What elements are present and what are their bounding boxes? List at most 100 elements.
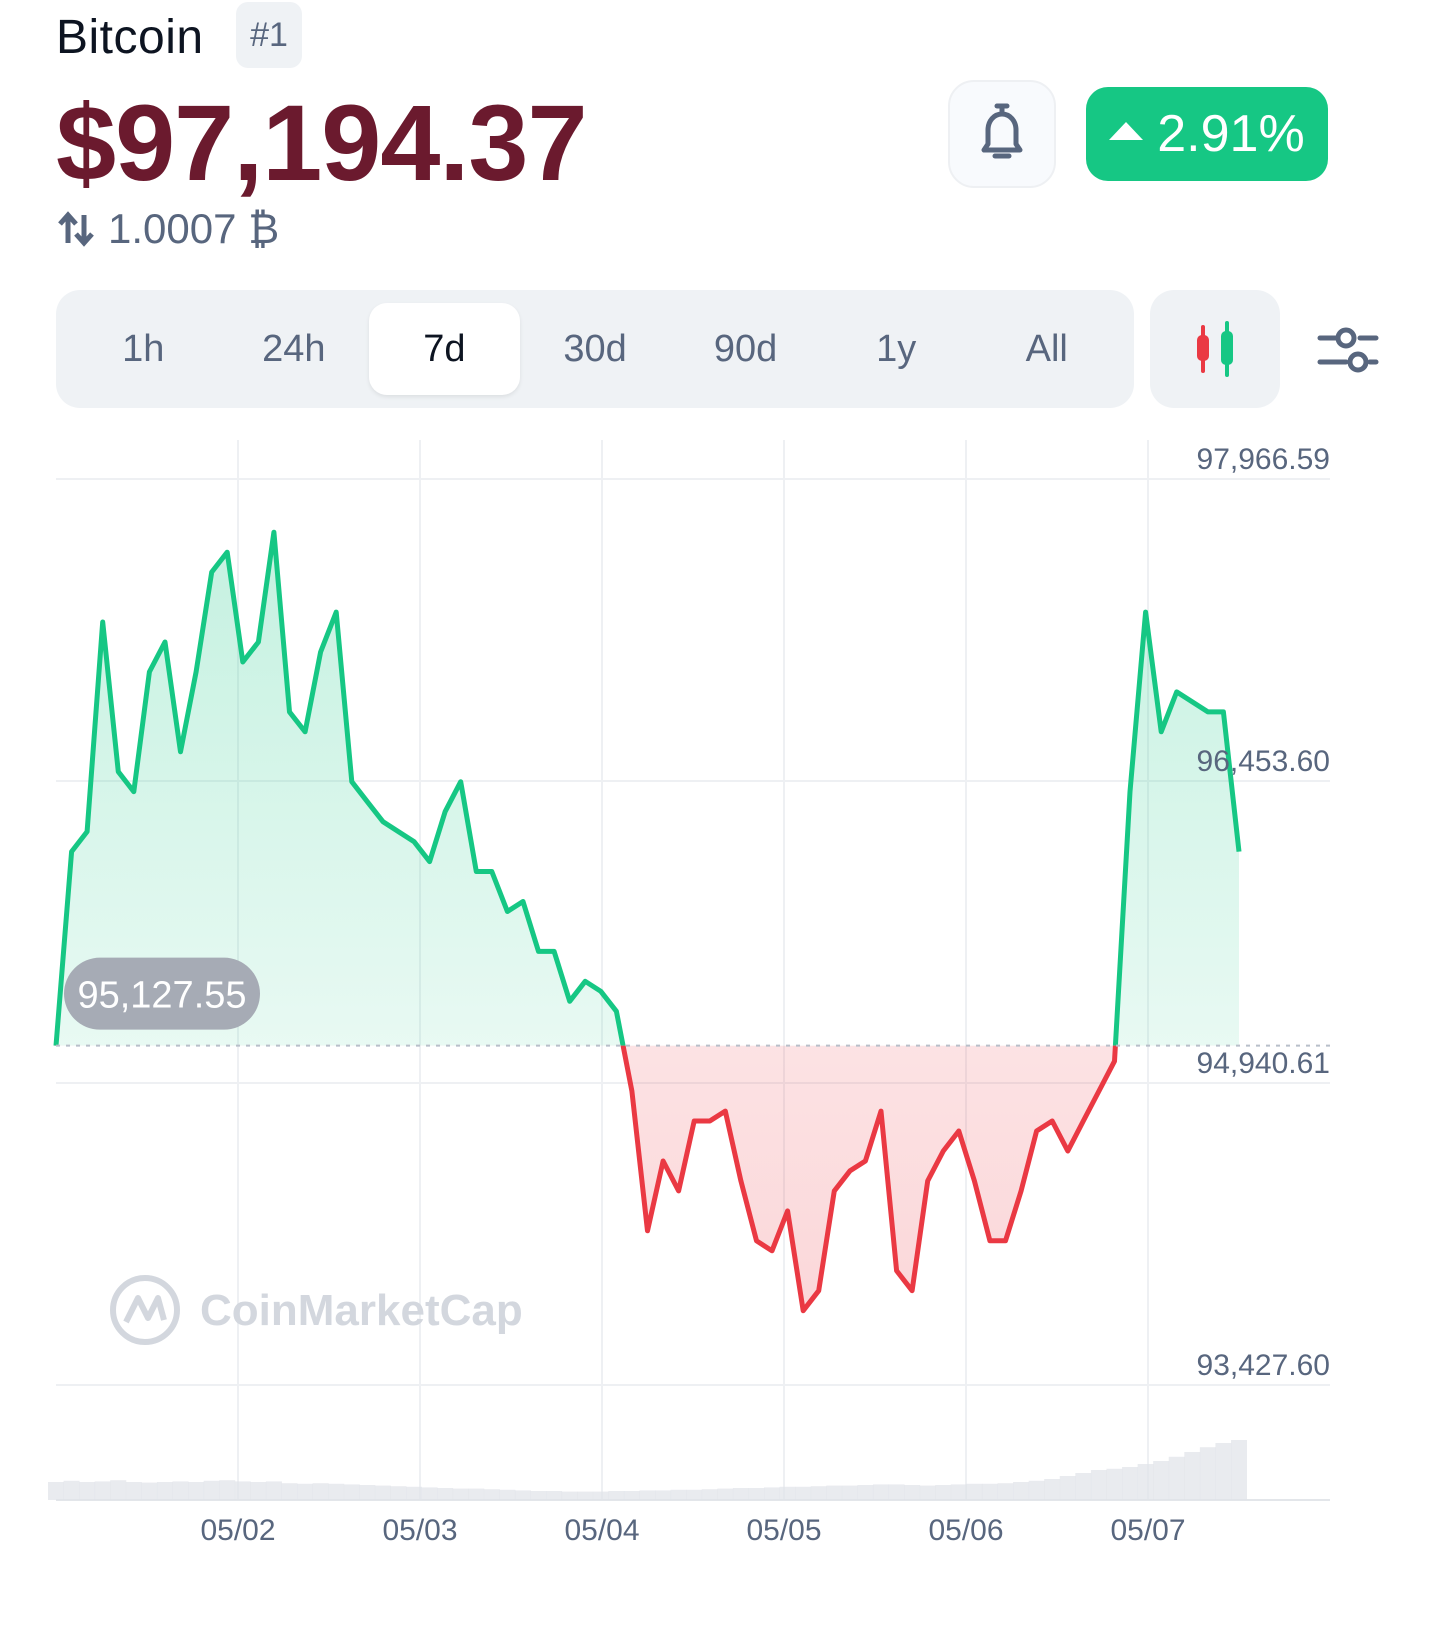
range-tab-30d[interactable]: 30d [563, 327, 627, 370]
open-price-text: 95,127.55 [77, 975, 246, 1017]
volume-bar [1231, 1440, 1247, 1500]
rank-badge: #1 [236, 2, 302, 68]
range-tab-7d[interactable]: 7d [369, 303, 520, 395]
coin-name: Bitcoin [56, 11, 204, 64]
chart-settings-button[interactable] [1316, 318, 1380, 382]
volume-bar [374, 1485, 391, 1500]
volume-bar [872, 1484, 889, 1500]
range-tab-1h[interactable]: 1h [122, 327, 165, 370]
volume-bar [94, 1481, 111, 1500]
volume-bar [1106, 1468, 1123, 1500]
price-line-down [55, 1045, 1118, 1314]
volume-bar [888, 1484, 905, 1500]
volume-bars [48, 1440, 1247, 1500]
area-fill-below [56, 1045, 1116, 1311]
volume-bar [981, 1483, 998, 1500]
volume-bar [297, 1483, 314, 1500]
volume-bar [265, 1481, 282, 1500]
x-tick-label-1: 05/03 [382, 1514, 457, 1547]
volume-bar [328, 1483, 345, 1500]
volume-bar [997, 1483, 1014, 1500]
volume-bar [810, 1486, 827, 1500]
price-change-badge: 2.91% [1086, 87, 1328, 181]
volume-bar [795, 1486, 812, 1500]
y-tick-label-2: 94,940.61 [1197, 1047, 1330, 1080]
price-change-percent: 2.91% [1157, 105, 1305, 163]
volume-bar [79, 1482, 96, 1500]
watermark-text: CoinMarketCap [200, 1286, 523, 1335]
volume-bar [950, 1484, 967, 1500]
coin-price: $97,194.37 [56, 82, 588, 203]
volume-bar [764, 1487, 781, 1500]
volume-bar [359, 1485, 376, 1500]
open-price-label: 95,127.55 [64, 957, 260, 1030]
volume-bar [110, 1480, 127, 1500]
volume-bar [623, 1491, 640, 1500]
volume-bar [437, 1488, 454, 1500]
volume-bar [966, 1483, 983, 1500]
x-tick-label-5: 05/07 [1110, 1514, 1185, 1547]
volume-bar [406, 1486, 423, 1500]
chart-type-button[interactable] [1150, 290, 1280, 408]
volume-bar [935, 1485, 952, 1500]
volume-bar [483, 1489, 500, 1500]
volume-bar [732, 1488, 749, 1500]
volume-bar [904, 1485, 921, 1500]
volume-bar [188, 1482, 205, 1500]
volume-bar [1168, 1456, 1185, 1500]
volume-bar [1090, 1470, 1107, 1500]
open-price-pill [64, 957, 260, 1030]
volume-bar [499, 1489, 516, 1500]
btc-conversion[interactable]: 1.0007 ₿ [56, 205, 279, 253]
volume-bar [125, 1482, 142, 1500]
volume-bar [919, 1485, 936, 1500]
volume-bar [530, 1491, 547, 1500]
price-chart[interactable]: CoinMarketCap 95,127.55 97,966.59 96,453.… [0, 430, 1439, 1645]
price-alert-button[interactable] [948, 80, 1056, 188]
volume-bar [156, 1482, 173, 1500]
volume-bar [172, 1481, 189, 1500]
volume-bar [639, 1490, 656, 1500]
range-tab-24h[interactable]: 24h [262, 327, 326, 370]
coinmarketcap-watermark: CoinMarketCap [110, 1275, 523, 1345]
volume-bar [1044, 1479, 1061, 1500]
volume-bar [219, 1480, 236, 1500]
sliders-icon [1317, 327, 1379, 373]
volume-bar [250, 1482, 267, 1500]
triangle-up-icon [1109, 122, 1144, 140]
volume-bar [1013, 1482, 1030, 1500]
btc-value: 1.0007 ₿ [108, 205, 280, 252]
volume-bar [63, 1480, 80, 1500]
volume-bar [203, 1480, 220, 1500]
x-tick-label-3: 05/05 [746, 1514, 821, 1547]
volume-bar [857, 1485, 874, 1500]
range-tab-90d[interactable]: 90d [713, 327, 778, 370]
volume-bar [608, 1491, 625, 1500]
volume-bar [1075, 1473, 1092, 1500]
volume-bar [1184, 1452, 1201, 1500]
range-tab-all[interactable]: All [1025, 327, 1068, 370]
volume-bar [1028, 1480, 1045, 1500]
volume-bar [701, 1489, 718, 1500]
volume-bar [686, 1489, 703, 1500]
volume-bar [452, 1488, 469, 1500]
volume-bar [468, 1488, 485, 1500]
volume-bar [655, 1490, 672, 1500]
volume-bar [514, 1490, 531, 1500]
volume-bar [748, 1488, 765, 1500]
swap-arrows-icon [58, 211, 94, 247]
volume-bar [561, 1491, 578, 1500]
volume-bar [312, 1483, 329, 1500]
volume-bar [281, 1483, 298, 1500]
volume-bar [343, 1484, 360, 1500]
x-tick-label-0: 05/02 [200, 1514, 275, 1547]
volume-bar [1153, 1461, 1170, 1500]
volume-bar [1122, 1467, 1139, 1500]
volume-bar [1137, 1464, 1154, 1500]
volume-bar [1215, 1443, 1232, 1500]
area-fill-above [56, 532, 1239, 1046]
volume-bar [390, 1486, 407, 1500]
volume-bar [592, 1491, 609, 1500]
range-tab-1y[interactable]: 1y [876, 327, 917, 370]
y-tick-label-3: 93,427.60 [1197, 1349, 1330, 1382]
